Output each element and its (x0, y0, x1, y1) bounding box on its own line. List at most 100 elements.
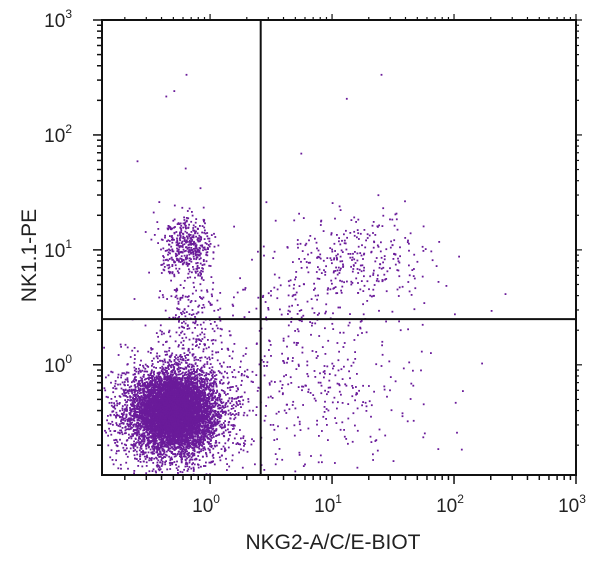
data-point (184, 455, 187, 458)
data-point (230, 414, 232, 416)
data-point (188, 447, 190, 450)
data-point (121, 405, 124, 407)
data-point (125, 416, 128, 419)
data-point (124, 419, 126, 422)
data-point (170, 378, 173, 381)
data-point (209, 389, 212, 392)
data-point (155, 431, 157, 434)
data-point (125, 406, 128, 408)
data-point (137, 439, 140, 442)
data-point (197, 405, 200, 407)
data-point (164, 381, 167, 384)
data-point (125, 391, 127, 394)
data-point (124, 429, 127, 432)
data-point (211, 385, 213, 388)
data-point (141, 377, 143, 380)
data-point (218, 424, 221, 427)
data-point (176, 385, 179, 387)
data-point (206, 435, 208, 437)
data-point (175, 431, 178, 434)
data-point (155, 440, 158, 442)
data-point (202, 441, 205, 443)
data-point (163, 434, 165, 437)
data-point (153, 435, 156, 438)
data-point (195, 393, 197, 396)
data-point (134, 393, 136, 396)
data-point (157, 375, 160, 378)
data-point (160, 416, 163, 418)
data-point (208, 396, 211, 398)
data-point (186, 470, 189, 472)
data-point (190, 368, 193, 371)
data-point (184, 377, 186, 380)
data-point (174, 386, 177, 389)
data-point (134, 401, 137, 404)
data-point (157, 454, 159, 457)
data-point (203, 379, 206, 381)
data-point (158, 378, 160, 381)
data-point (133, 443, 135, 445)
data-point (160, 381, 163, 383)
data-point (169, 382, 172, 385)
data-point (151, 423, 154, 426)
data-point (133, 444, 136, 447)
data-point (142, 382, 144, 385)
data-point (208, 416, 211, 418)
data-point (191, 433, 194, 436)
data-point (110, 449, 113, 452)
data-point (166, 386, 169, 389)
data-point (200, 386, 202, 388)
data-point (198, 400, 201, 403)
data-point (217, 410, 220, 413)
data-point (147, 377, 149, 380)
data-point (178, 440, 180, 443)
data-point (153, 450, 156, 452)
data-point (141, 385, 144, 387)
data-point (224, 404, 227, 407)
data-point (158, 446, 161, 449)
data-point (121, 431, 123, 434)
data-point (215, 374, 218, 376)
data-point (124, 417, 126, 420)
data-point (143, 399, 146, 402)
data-point (200, 367, 202, 370)
data-point (185, 366, 188, 369)
data-point (185, 371, 188, 374)
data-point (137, 411, 140, 413)
data-point (169, 414, 172, 417)
data-point (164, 453, 167, 456)
data-point (210, 435, 213, 437)
data-point (136, 433, 139, 435)
data-point (169, 459, 172, 462)
data-point (121, 393, 124, 395)
data-point (174, 370, 176, 373)
data-point (206, 380, 209, 383)
data-point (140, 439, 143, 442)
data-point (208, 402, 211, 405)
data-point (121, 442, 123, 445)
data-point (170, 360, 173, 363)
data-point (140, 395, 143, 397)
data-point (131, 404, 133, 406)
data-point (187, 388, 190, 391)
data-point (145, 436, 148, 439)
data-point (110, 404, 113, 407)
data-point (187, 373, 189, 376)
data-point (197, 408, 199, 411)
data-point (131, 426, 134, 429)
data-point (142, 432, 145, 435)
data-point (190, 363, 193, 366)
data-point (188, 382, 190, 385)
data-point (193, 373, 196, 375)
data-point (171, 363, 173, 366)
data-point (194, 378, 196, 381)
data-point (151, 386, 154, 389)
data-point (137, 382, 139, 385)
data-point (166, 385, 169, 388)
data-point (119, 425, 122, 428)
data-point (158, 436, 161, 439)
data-point (138, 419, 141, 422)
data-point (194, 417, 197, 420)
data-point (194, 408, 197, 410)
data-point (196, 405, 199, 408)
